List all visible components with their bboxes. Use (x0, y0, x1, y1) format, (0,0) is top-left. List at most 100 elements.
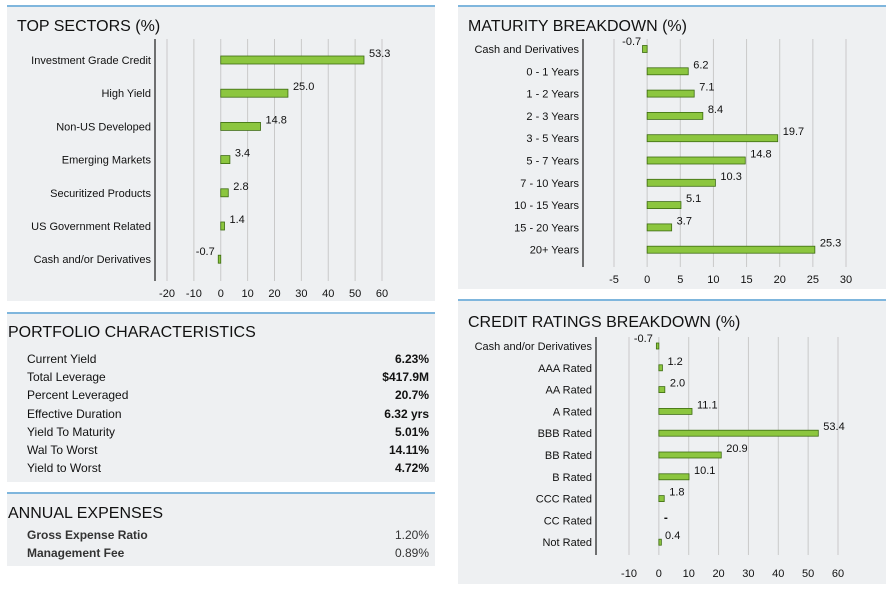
x-tick-label: 25 (807, 274, 819, 286)
x-tick-label: 60 (376, 288, 388, 300)
credit-title: CREDIT RATINGS BREAKDOWN (%) (468, 314, 741, 331)
stat-label: Effective Duration (27, 407, 122, 421)
data-label: 3.4 (235, 148, 250, 160)
x-tick-label: 50 (349, 288, 361, 300)
data-label: 20.9 (726, 443, 747, 455)
data-label: 7.1 (699, 82, 714, 94)
data-label: 2.8 (233, 181, 248, 193)
x-tick-label: 5 (677, 274, 683, 286)
bar (646, 156, 746, 165)
bar (642, 45, 648, 53)
category-label: Investment Grade Credit (31, 55, 151, 67)
data-label: 14.8 (750, 149, 771, 161)
category-label: 7 - 10 Years (520, 178, 579, 190)
bar (220, 155, 231, 165)
data-label: 53.4 (823, 421, 844, 433)
credit-chart: -10 0 10 20 30 40 50 60 Cash and/or Derivatives -… (475, 333, 845, 580)
x-tick-label: 30 (840, 274, 852, 286)
data-label: 2.0 (670, 378, 685, 390)
bar (658, 495, 665, 503)
stat-value: 6.32 yrs (384, 407, 429, 421)
x-tick-label: 50 (802, 568, 814, 580)
data-label: 53.3 (369, 48, 390, 60)
stat-row: Wal To Worst 14.11% (27, 441, 429, 459)
bar (646, 178, 716, 187)
category-label: Cash and Derivatives (474, 44, 579, 56)
category-label: Emerging Markets (62, 155, 152, 167)
data-label: 1.8 (669, 487, 684, 499)
x-tick-label: 20 (268, 288, 280, 300)
stat-row: Effective Duration 6.32 yrs (27, 405, 429, 423)
bar (646, 201, 682, 210)
data-label: 8.4 (708, 104, 723, 116)
category-label: CC Rated (544, 515, 592, 527)
data-label: 14.8 (266, 114, 287, 126)
bar (658, 538, 662, 546)
category-label: BBB Rated (538, 428, 592, 440)
category-label: Cash and/or Derivatives (475, 341, 593, 353)
data-label: 1.4 (230, 214, 245, 226)
category-label: Not Rated (542, 537, 592, 549)
stat-label: Percent Leveraged (27, 388, 129, 402)
category-label: 3 - 5 Years (526, 133, 579, 145)
expense-label: Gross Expense Ratio (27, 528, 148, 542)
data-label: 11.1 (697, 399, 718, 411)
data-label: 3.7 (677, 215, 692, 227)
bar (658, 451, 722, 459)
bar (658, 429, 819, 437)
category-label: Non-US Developed (56, 121, 151, 133)
data-label: 1.2 (667, 356, 682, 368)
stat-value: $417.9M (382, 370, 429, 384)
x-tick-label: 30 (295, 288, 307, 300)
bar (646, 89, 695, 98)
category-label: 15 - 20 Years (514, 222, 579, 234)
stat-label: Yield to Worst (27, 461, 102, 475)
x-tick-label: 0 (218, 288, 224, 300)
category-label: AA Rated (546, 385, 592, 397)
data-label: 10.1 (694, 465, 715, 477)
x-tick-label: 30 (742, 568, 754, 580)
expense-row: Gross Expense Ratio 1.20% (27, 526, 429, 544)
x-tick-label: 0 (644, 274, 650, 286)
stat-label: Total Leverage (27, 370, 106, 384)
top-sectors-chart: -20 -10 0 10 20 30 40 50 60 Investment Grade Cred… (31, 39, 390, 300)
category-label: 5 - 7 Years (526, 156, 579, 168)
portfolio-title: PORTFOLIO CHARACTERISTICS (8, 324, 256, 341)
x-tick-label: -5 (609, 274, 619, 286)
data-label: 5.1 (686, 193, 701, 205)
category-label: 2 - 3 Years (526, 111, 579, 123)
category-label: BB Rated (545, 450, 592, 462)
portfolio-panel: PORTFOLIO CHARACTERISTICS Current Yield 6… (7, 312, 435, 482)
x-tick-label: 10 (707, 274, 719, 286)
expense-row: Management Fee 0.89% (27, 544, 429, 562)
expense-value: 0.89% (394, 546, 429, 560)
category-label: A Rated (553, 406, 592, 418)
bar (217, 254, 222, 264)
data-label: -0.7 (634, 333, 653, 345)
x-tick-label: 60 (832, 568, 844, 580)
category-label: Cash and/or Derivatives (34, 254, 152, 266)
bar (655, 342, 660, 350)
category-label: 1 - 2 Years (526, 89, 579, 101)
bar (658, 408, 693, 415)
data-label: -0.7 (196, 246, 215, 258)
expense-value: 1.20% (394, 528, 429, 542)
data-label: 6.2 (693, 59, 708, 71)
bar (220, 55, 365, 65)
x-tick-label: 10 (683, 568, 695, 580)
x-tick-label: -10 (186, 288, 202, 300)
x-tick-label: 10 (242, 288, 254, 300)
x-tick-label: 0 (656, 568, 662, 580)
expenses-panel: ANNUAL EXPENSES Gross Expense Ratio 1.20%… (7, 492, 435, 566)
category-label: AAA Rated (538, 363, 592, 375)
expenses-title: ANNUAL EXPENSES (8, 505, 164, 522)
category-label: 10 - 15 Years (514, 200, 579, 212)
stat-label: Yield To Maturity (27, 425, 116, 439)
category-label: CCC Rated (536, 494, 592, 506)
x-tick-label: 40 (322, 288, 334, 300)
data-label: - (664, 510, 668, 524)
x-tick-label: -10 (621, 568, 637, 580)
bar (220, 88, 289, 98)
maturity-panel: MATURITY BREAKDOWN (%) -5 0 5 10 15 20 25 30 Cas… (458, 5, 886, 289)
x-tick-label: 20 (712, 568, 724, 580)
